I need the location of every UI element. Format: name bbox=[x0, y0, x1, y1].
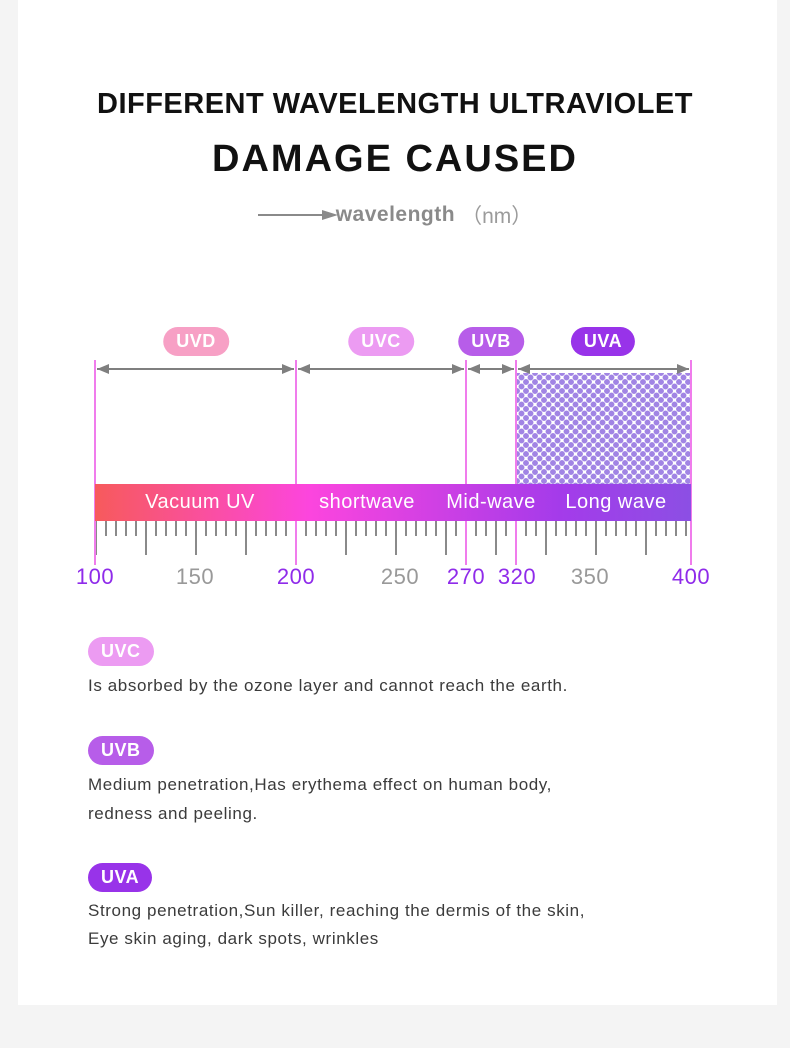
page-title-line2: DAMAGE CAUSED bbox=[212, 138, 578, 180]
uvb-section-text-line1: Medium penetration,Has erythema effect o… bbox=[88, 775, 552, 794]
scale-label-270: 270 bbox=[446, 564, 486, 589]
scale-label-200: 200 bbox=[276, 564, 316, 589]
uvd-badge: UVD bbox=[163, 327, 229, 356]
spectrum-gradient-bar: Vacuum UV shortwave Mid-wave Long wave bbox=[95, 484, 691, 521]
uvb-span-arrow bbox=[468, 364, 514, 374]
uvc-badge: UVC bbox=[348, 327, 414, 356]
uvc-span-arrow bbox=[298, 364, 464, 374]
uva-section-text-line2: Eye skin aging, dark spots, wrinkles bbox=[88, 929, 379, 948]
scale-label-350: 350 bbox=[570, 564, 610, 589]
guide-line-320nm bbox=[515, 360, 517, 565]
guide-line-100nm bbox=[94, 360, 96, 565]
ruler-ticks bbox=[95, 521, 693, 559]
uvc-section-badge: UVC bbox=[88, 637, 154, 666]
uva-section-badge: UVA bbox=[88, 863, 153, 892]
scale-label-250: 250 bbox=[380, 564, 420, 589]
uvb-section-text-line2: redness and peeling. bbox=[88, 804, 258, 823]
uva-section-text-line1: Strong penetration,Sun killer, reaching … bbox=[88, 901, 586, 920]
guide-line-200nm bbox=[295, 360, 297, 565]
uvb-section-badge: UVB bbox=[88, 736, 154, 765]
scale-label-150: 150 bbox=[175, 564, 215, 589]
guide-line-270nm bbox=[465, 360, 467, 565]
axis-label: wavelength bbox=[335, 203, 456, 226]
scale-label-100: 100 bbox=[75, 564, 115, 589]
segment-label-long-wave: Long wave bbox=[565, 491, 667, 513]
uva-dot-pattern-region bbox=[517, 373, 690, 484]
guide-line-400nm bbox=[690, 360, 692, 565]
uvd-span-arrow bbox=[97, 364, 294, 374]
scale-label-400: 400 bbox=[671, 564, 711, 589]
uva-badge: UVA bbox=[570, 327, 636, 356]
segment-label-shortwave: shortwave bbox=[319, 491, 415, 513]
right-arrow-icon bbox=[257, 210, 338, 220]
segment-label-vacuum-uv: Vacuum UV bbox=[145, 491, 255, 513]
axis-unit: （nm） bbox=[461, 205, 533, 228]
uvc-section-text: Is absorbed by the ozone layer and canno… bbox=[88, 676, 568, 695]
uvb-badge: UVB bbox=[458, 327, 524, 356]
segment-label-mid-wave: Mid-wave bbox=[446, 491, 536, 513]
scale-label-320: 320 bbox=[497, 564, 537, 589]
page-title-line1: DIFFERENT WAVELENGTH ULTRAVIOLET bbox=[97, 88, 693, 120]
axis-caption: wavelength （nm） bbox=[0, 200, 790, 230]
uva-span-arrow bbox=[518, 364, 689, 374]
